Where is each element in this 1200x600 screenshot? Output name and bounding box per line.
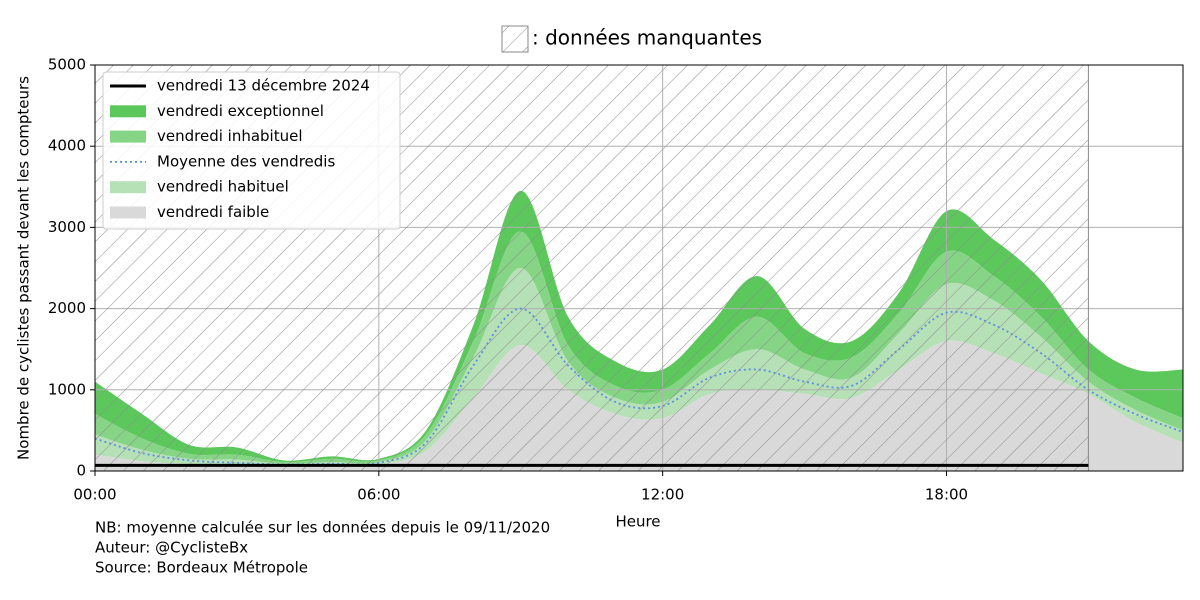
- annotation: Source: Bordeaux Métropole: [95, 559, 308, 577]
- legend-swatch: [110, 206, 146, 219]
- legend-label: vendredi inhabituel: [157, 127, 303, 145]
- x-axis-label: Heure: [615, 513, 660, 531]
- x-tick-label: 18:00: [925, 486, 968, 504]
- y-tick-label: 5000: [48, 56, 86, 74]
- legend-label: vendredi exceptionnel: [157, 102, 324, 120]
- x-tick-label: 00:00: [73, 486, 116, 504]
- legend-label: Moyenne des vendredis: [157, 152, 335, 170]
- y-tick-label: 0: [76, 462, 86, 480]
- plot-frame: [94, 64, 1184, 472]
- missing-label: : données manquantes: [532, 26, 762, 50]
- y-tick-label: 2000: [48, 299, 86, 317]
- y-tick-label: 4000: [48, 137, 86, 155]
- y-axis-label: Nombre de cyclistes passant devant les c…: [15, 76, 33, 460]
- legend-swatch: [110, 130, 146, 143]
- legend-swatch: [110, 105, 146, 118]
- legend-label: vendredi habituel: [157, 178, 289, 196]
- y-tick-label: 3000: [48, 218, 86, 236]
- legend-label: vendredi faible: [157, 203, 269, 221]
- legend-label: vendredi 13 décembre 2024: [157, 77, 370, 95]
- y-tick-label: 1000: [48, 380, 86, 398]
- x-tick-label: 06:00: [357, 486, 400, 504]
- missing-key: [501, 25, 529, 53]
- legend-swatch: [110, 181, 146, 194]
- annotation: NB: moyenne calculée sur les données dep…: [95, 519, 550, 537]
- annotation: Auteur: @CyclisteBx: [95, 539, 248, 557]
- legend: vendredi 13 décembre 2024 vendredi except…: [102, 71, 401, 230]
- legend-box: [102, 71, 401, 230]
- x-tick-label: 12:00: [641, 486, 684, 504]
